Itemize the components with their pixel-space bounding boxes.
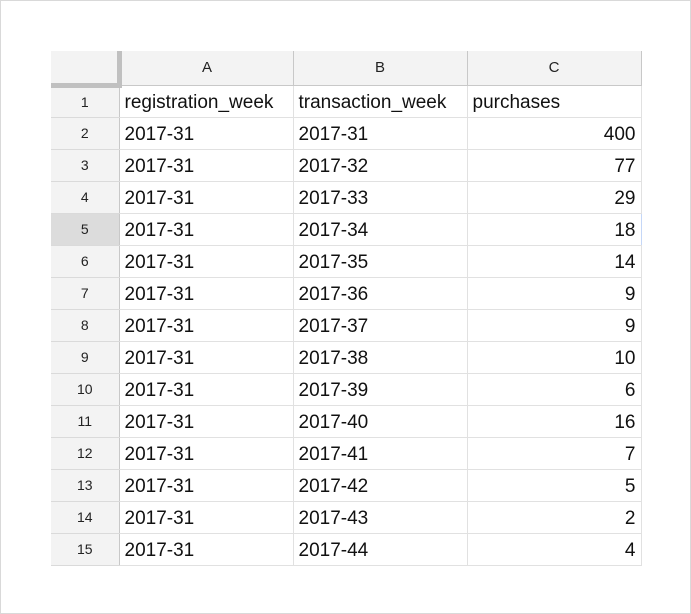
table-row: 10 2017-31 2017-39 6 <box>51 373 642 406</box>
cell-a[interactable]: 2017-31 <box>119 373 294 406</box>
cell-c[interactable]: 14 <box>467 245 642 278</box>
row-header[interactable]: 8 <box>51 309 120 342</box>
cell-c[interactable]: 18 <box>467 213 642 246</box>
cell-c[interactable]: 7 <box>467 437 642 470</box>
column-header-a[interactable]: A <box>119 51 294 86</box>
column-header-c[interactable]: C <box>467 51 642 86</box>
cell-c[interactable]: 10 <box>467 341 642 374</box>
row-header[interactable]: 9 <box>51 341 120 374</box>
cell-a[interactable]: 2017-31 <box>119 309 294 342</box>
cell-a[interactable]: 2017-31 <box>119 469 294 502</box>
grid-body: 1 registration_week transaction_week purcha… <box>51 85 642 566</box>
row-header[interactable]: 11 <box>51 405 120 438</box>
row-header[interactable]: 13 <box>51 469 120 502</box>
cell-b[interactable]: transaction_week <box>293 85 468 118</box>
select-all-corner[interactable] <box>51 51 122 88</box>
cell-b[interactable]: 2017-43 <box>293 501 468 534</box>
cell-b[interactable]: 2017-35 <box>293 245 468 278</box>
column-header-b[interactable]: B <box>293 51 468 86</box>
table-row: 8 2017-31 2017-37 9 <box>51 309 642 342</box>
row-header[interactable]: 4 <box>51 181 120 214</box>
cell-c[interactable]: 5 <box>467 469 642 502</box>
row-header[interactable]: 14 <box>51 501 120 534</box>
cell-a[interactable]: 2017-31 <box>119 533 294 566</box>
table-row: 13 2017-31 2017-42 5 <box>51 469 642 502</box>
cell-a[interactable]: 2017-31 <box>119 277 294 310</box>
cell-a[interactable]: 2017-31 <box>119 501 294 534</box>
cell-b[interactable]: 2017-31 <box>293 117 468 150</box>
table-row: 3 2017-31 2017-32 77 <box>51 149 642 182</box>
cell-c[interactable]: 2 <box>467 501 642 534</box>
row-header[interactable]: 5 <box>51 213 120 246</box>
row-header[interactable]: 3 <box>51 149 120 182</box>
cell-a[interactable]: 2017-31 <box>119 213 294 246</box>
cell-c[interactable]: 29 <box>467 181 642 214</box>
cell-b[interactable]: 2017-40 <box>293 405 468 438</box>
cell-a[interactable]: registration_week <box>119 85 294 118</box>
cell-b[interactable]: 2017-32 <box>293 149 468 182</box>
row-header[interactable]: 12 <box>51 437 120 470</box>
cell-a[interactable]: 2017-31 <box>119 181 294 214</box>
row-header[interactable]: 15 <box>51 533 120 566</box>
cell-c[interactable]: 4 <box>467 533 642 566</box>
table-row: 5 2017-31 2017-34 18 <box>51 213 642 246</box>
row-header[interactable]: 7 <box>51 277 120 310</box>
cell-c[interactable]: purchases <box>467 85 642 118</box>
cell-a[interactable]: 2017-31 <box>119 149 294 182</box>
cell-c[interactable]: 9 <box>467 309 642 342</box>
table-row: 7 2017-31 2017-36 9 <box>51 277 642 310</box>
table-row: 2 2017-31 2017-31 400 <box>51 117 642 150</box>
cell-c[interactable]: 77 <box>467 149 642 182</box>
cell-a[interactable]: 2017-31 <box>119 437 294 470</box>
cell-a[interactable]: 2017-31 <box>119 117 294 150</box>
cell-c[interactable]: 16 <box>467 405 642 438</box>
table-row: 11 2017-31 2017-40 16 <box>51 405 642 438</box>
cell-c[interactable]: 400 <box>467 117 642 150</box>
cell-a[interactable]: 2017-31 <box>119 341 294 374</box>
cell-c[interactable]: 6 <box>467 373 642 406</box>
cell-b[interactable]: 2017-37 <box>293 309 468 342</box>
cell-b[interactable]: 2017-42 <box>293 469 468 502</box>
table-row: 1 registration_week transaction_week purcha… <box>51 85 642 118</box>
spreadsheet-grid: A B C 1 registration_week transaction_week… <box>51 51 642 566</box>
table-row: 14 2017-31 2017-43 2 <box>51 501 642 534</box>
cell-b[interactable]: 2017-39 <box>293 373 468 406</box>
table-row: 4 2017-31 2017-33 29 <box>51 181 642 214</box>
table-row: 9 2017-31 2017-38 10 <box>51 341 642 374</box>
cell-b[interactable]: 2017-38 <box>293 341 468 374</box>
row-header[interactable]: 10 <box>51 373 120 406</box>
column-header-row: A B C <box>51 51 642 88</box>
cell-c[interactable]: 9 <box>467 277 642 310</box>
cell-a[interactable]: 2017-31 <box>119 405 294 438</box>
cell-b[interactable]: 2017-33 <box>293 181 468 214</box>
row-header[interactable]: 6 <box>51 245 120 278</box>
row-header[interactable]: 1 <box>51 85 120 118</box>
table-row: 15 2017-31 2017-44 4 <box>51 533 642 566</box>
cell-b[interactable]: 2017-44 <box>293 533 468 566</box>
table-row: 6 2017-31 2017-35 14 <box>51 245 642 278</box>
cell-b[interactable]: 2017-41 <box>293 437 468 470</box>
cell-a[interactable]: 2017-31 <box>119 245 294 278</box>
cell-b[interactable]: 2017-34 <box>293 213 468 246</box>
table-row: 12 2017-31 2017-41 7 <box>51 437 642 470</box>
row-header[interactable]: 2 <box>51 117 120 150</box>
cell-b[interactable]: 2017-36 <box>293 277 468 310</box>
